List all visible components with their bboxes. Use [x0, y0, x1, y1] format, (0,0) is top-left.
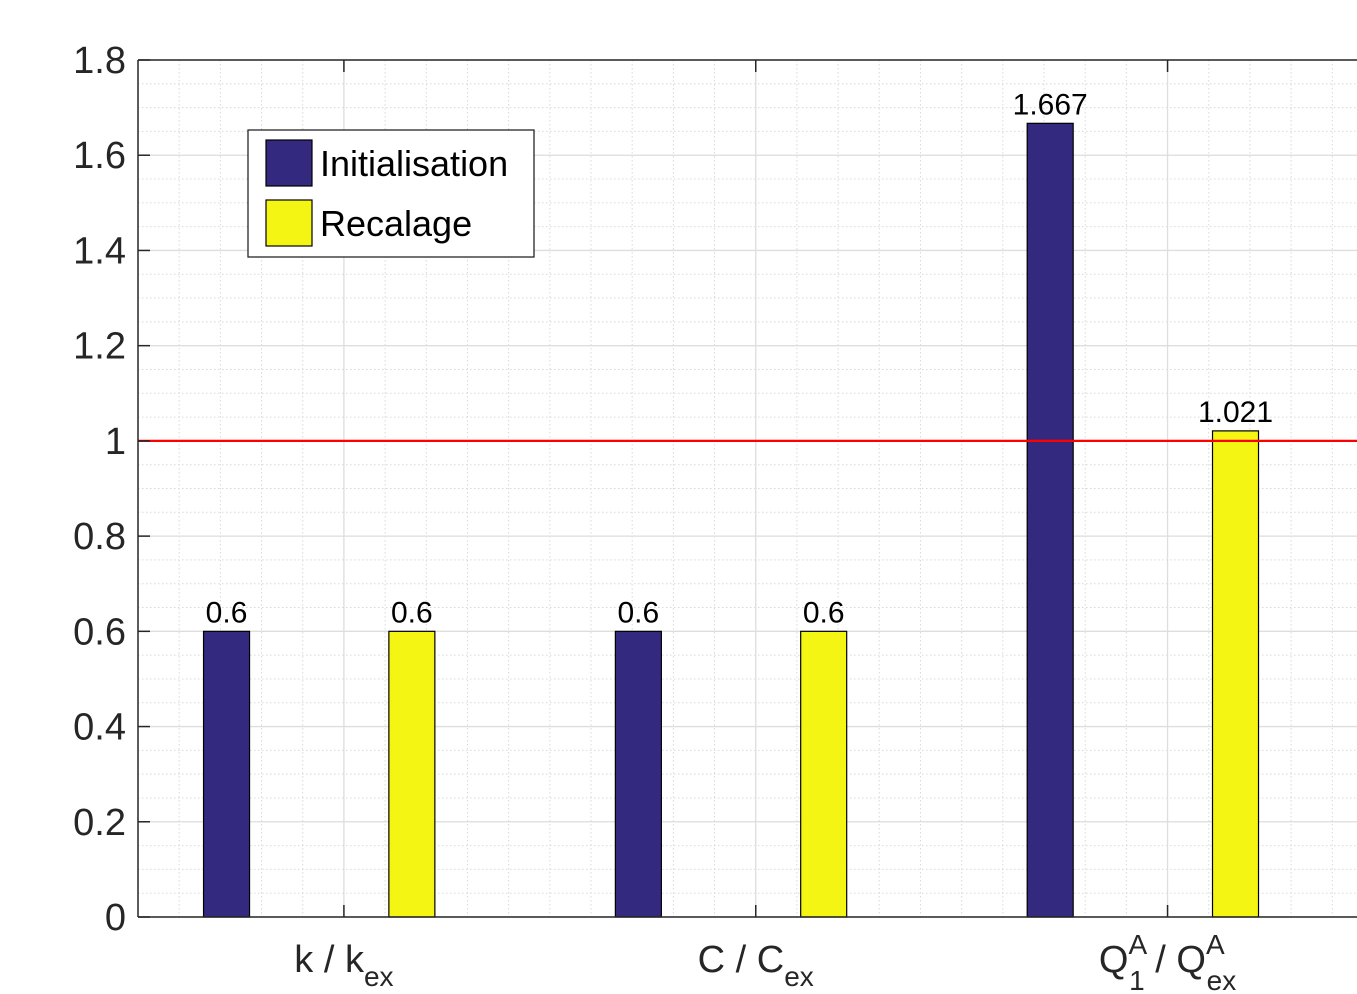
- y-tick-label: 0: [105, 897, 126, 939]
- value-label: 0.6: [206, 596, 248, 629]
- value-label: 0.6: [618, 596, 660, 629]
- bar-initialisation-3: [1026, 122, 1074, 918]
- y-tick-label: 0.2: [73, 802, 126, 844]
- legend-swatch-recalage: [265, 199, 313, 247]
- category-label-1: k / kex: [294, 939, 393, 992]
- legend-label-initialisation: Initialisation: [320, 143, 508, 184]
- value-labels: 0.6 0.6 1.667 0.6 0.6 1.021: [206, 88, 1273, 629]
- legend-label-recalage: Recalage: [320, 203, 472, 244]
- legend-swatch-initialisation: [265, 139, 313, 187]
- y-tick-label: 0.8: [73, 516, 126, 558]
- bar-recalage-3: [1211, 430, 1260, 918]
- axes: 0 0.2 0.4 0.6 0.8 1 1.2 1.4 1.6 1.8 k / kex C / Cex…: [73, 40, 1357, 994]
- y-tick-label: 0.6: [73, 611, 126, 653]
- y-tick-label: 1.6: [73, 135, 126, 177]
- bars: [202, 122, 1260, 918]
- value-label: 0.6: [803, 596, 845, 629]
- bar-initialisation-2: [614, 630, 662, 918]
- y-tick-label: 1.4: [73, 230, 126, 272]
- category-label-3: QA 1 / QA ex: [1099, 929, 1236, 994]
- y-tick-label: 1.8: [73, 40, 126, 82]
- bar-recalage-1: [388, 630, 436, 918]
- bar-initialisation-1: [202, 630, 251, 918]
- bar-recalage-2: [800, 630, 848, 918]
- value-label: 0.6: [391, 596, 433, 629]
- value-label: 1.021: [1198, 396, 1273, 429]
- legend: Initialisation Recalage: [247, 129, 535, 258]
- category-label-2: C / Cex: [698, 939, 814, 992]
- y-tick-label: 1: [105, 421, 126, 463]
- y-tick-label: 1.2: [73, 326, 126, 368]
- value-label: 1.667: [1013, 88, 1088, 121]
- y-tick-label: 0.4: [73, 707, 126, 749]
